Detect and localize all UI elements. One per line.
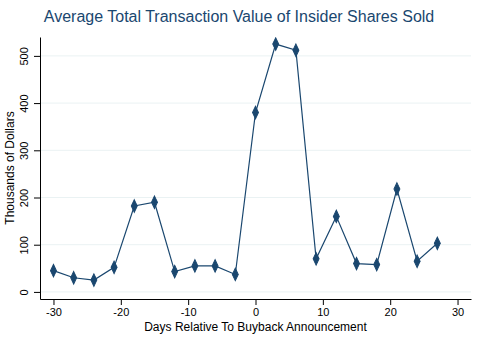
y-tick-mark	[34, 103, 40, 104]
x-tick: 0	[253, 299, 259, 318]
marker	[50, 264, 56, 277]
marker	[253, 106, 259, 119]
x-tick: 20	[385, 299, 397, 318]
marker	[313, 253, 319, 266]
x-tick: 10	[317, 299, 329, 318]
x-tick-label: -10	[181, 306, 197, 318]
marker	[414, 255, 420, 268]
x-axis: -30 -20 -10 0 10 20 30	[41, 299, 472, 318]
y-tick-mark	[34, 198, 40, 199]
x-tick-mark	[256, 299, 257, 305]
y-tick-label: 200	[18, 189, 30, 207]
y-tick-mark	[34, 245, 40, 246]
y-tick: 200	[18, 189, 40, 207]
background	[0, 0, 478, 347]
marker	[192, 260, 198, 273]
x-tick-label: 30	[452, 306, 464, 318]
chart: Average Total Transaction Value of Insid…	[0, 0, 478, 347]
y-tick: 400	[18, 94, 40, 112]
x-tick-mark	[323, 299, 324, 305]
plot-area	[50, 38, 440, 287]
x-tick: 30	[452, 299, 464, 318]
marker	[212, 260, 218, 273]
x-tick-label: 0	[253, 306, 259, 318]
grid	[40, 56, 471, 292]
marker	[273, 38, 279, 51]
marker	[293, 44, 299, 57]
x-tick: -10	[181, 299, 197, 318]
series-line	[53, 44, 437, 280]
y-tick-mark	[34, 150, 40, 151]
x-tick-mark	[121, 299, 122, 305]
x-tick: -20	[113, 299, 129, 318]
y-tick-mark	[34, 56, 40, 57]
x-tick-mark	[458, 299, 459, 305]
marker	[374, 258, 380, 271]
marker	[434, 237, 440, 250]
y-axis-title: Thousands of Dollars	[3, 111, 17, 224]
y-tick-label: 0	[18, 289, 30, 295]
marker	[172, 265, 178, 278]
x-tick-mark	[53, 299, 54, 305]
marker	[232, 268, 238, 281]
marker	[111, 261, 117, 274]
marker	[91, 274, 97, 287]
y-tick-label: 300	[18, 142, 30, 160]
x-tick-mark	[390, 299, 391, 305]
marker	[152, 196, 158, 209]
y-axis-line	[40, 38, 41, 300]
marker	[71, 271, 77, 284]
y-tick-label: 500	[18, 47, 30, 65]
x-tick-label: -30	[46, 306, 62, 318]
grid-line	[40, 103, 471, 104]
x-tick: -30	[46, 299, 62, 318]
y-tick: 500	[18, 47, 40, 65]
x-tick-label: 20	[385, 306, 397, 318]
x-tick-mark	[188, 299, 189, 305]
y-tick: 0	[18, 289, 40, 295]
x-axis-title: Days Relative To Buyback Announcement	[144, 320, 367, 334]
grid-line	[40, 55, 471, 56]
grid-line	[40, 150, 471, 151]
grid-line	[40, 291, 471, 292]
y-tick-label: 400	[18, 94, 30, 112]
marker	[394, 183, 400, 196]
x-tick-label: -20	[113, 306, 129, 318]
x-tick-label: 10	[317, 306, 329, 318]
title: Average Total Transaction Value of Insid…	[44, 8, 434, 25]
grid-line	[40, 244, 471, 245]
y-tick: 100	[18, 236, 40, 254]
y-tick: 300	[18, 142, 40, 160]
y-tick-mark	[34, 292, 40, 293]
y-axis: 0 100 200 300 400 500	[18, 38, 41, 300]
marker	[354, 257, 360, 270]
y-tick-label: 100	[18, 236, 30, 254]
marker	[131, 200, 137, 213]
marker	[333, 210, 339, 223]
grid-line	[40, 197, 471, 198]
